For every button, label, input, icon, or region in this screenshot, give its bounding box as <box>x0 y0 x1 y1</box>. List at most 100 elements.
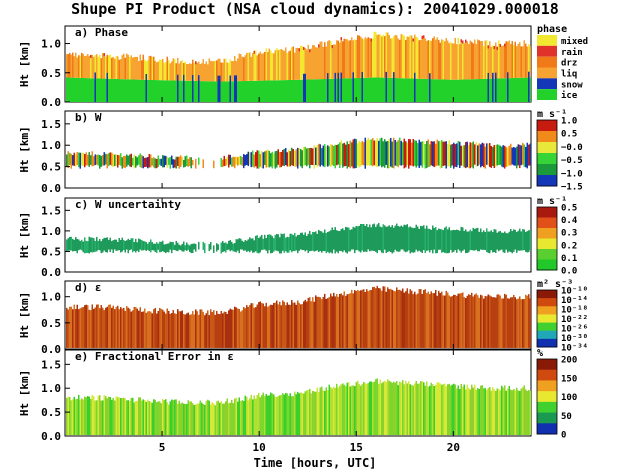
data-column <box>505 390 507 436</box>
liquid-column <box>498 40 500 79</box>
data-column <box>249 398 251 436</box>
ice-column <box>111 78 113 102</box>
ice-column <box>451 79 453 102</box>
data-column <box>225 401 227 436</box>
data-column <box>114 154 116 167</box>
data-column <box>336 230 338 252</box>
data-column <box>102 400 104 436</box>
data-column <box>384 225 386 250</box>
ice-column <box>312 79 314 102</box>
data-column <box>84 305 86 348</box>
data-column <box>265 302 267 348</box>
data-column <box>178 400 180 436</box>
data-column <box>192 159 194 166</box>
ice-column <box>273 80 275 102</box>
data-column <box>216 243 218 252</box>
snow-column <box>198 75 200 102</box>
ice-column <box>201 81 203 102</box>
x-tick-label: 15 <box>350 441 363 454</box>
data-column <box>144 400 146 436</box>
data-column <box>106 237 108 253</box>
data-column <box>78 239 80 251</box>
liquid-column <box>325 46 327 79</box>
data-column <box>514 147 516 166</box>
data-column <box>405 225 407 253</box>
data-column <box>435 143 437 167</box>
data-column <box>357 380 359 436</box>
data-column <box>429 228 431 253</box>
liquid-column <box>160 59 162 81</box>
data-column <box>456 229 458 253</box>
data-column <box>211 312 213 348</box>
data-column <box>289 393 291 436</box>
liquid-column <box>210 60 212 82</box>
data-column <box>459 230 461 251</box>
data-column <box>66 239 68 253</box>
liquid-column <box>75 52 77 78</box>
data-column <box>340 140 342 165</box>
data-column <box>133 241 135 252</box>
ice-column <box>168 80 170 102</box>
legend-swatch-liq <box>537 67 557 79</box>
data-column <box>409 139 411 166</box>
data-column <box>355 291 357 348</box>
ice-column <box>261 80 263 102</box>
data-column <box>468 145 470 169</box>
y-tick-label: 0.0 <box>41 96 61 109</box>
data-column <box>493 229 495 253</box>
data-column <box>352 139 354 169</box>
liquid-column <box>255 50 257 81</box>
data-column <box>264 306 266 348</box>
data-column <box>490 296 492 348</box>
data-column <box>183 403 185 436</box>
data-column <box>504 231 506 253</box>
liquid-column <box>96 54 98 79</box>
colorbar-segment <box>537 423 557 435</box>
ice-column <box>357 78 359 102</box>
ice-column <box>354 78 356 102</box>
data-column <box>319 231 321 252</box>
colorbar-segment <box>537 217 557 229</box>
liquid-column <box>261 53 263 81</box>
data-column <box>187 244 189 250</box>
liquid-column <box>289 50 291 80</box>
liquid-column <box>495 42 497 79</box>
ice-column <box>313 79 315 102</box>
ice-column <box>421 78 423 102</box>
ice-column <box>345 78 347 102</box>
data-column <box>402 226 404 250</box>
data-column <box>420 381 422 436</box>
legend-swatch-mixed <box>537 35 557 46</box>
data-column <box>349 293 351 348</box>
data-column <box>234 156 236 169</box>
data-column <box>145 401 147 436</box>
data-column <box>319 387 321 436</box>
data-column <box>135 156 137 168</box>
data-column <box>121 237 123 252</box>
data-column <box>94 241 96 252</box>
data-column <box>406 383 408 436</box>
liquid-column <box>195 61 197 81</box>
data-column <box>279 395 281 436</box>
data-column <box>393 227 395 253</box>
liquid-column <box>225 58 227 82</box>
ice-column <box>430 79 432 102</box>
ice-column <box>415 78 417 102</box>
data-column <box>387 141 389 169</box>
ice-column <box>396 78 398 102</box>
panel-label: c) W uncertainty <box>75 198 181 211</box>
data-column <box>447 144 449 167</box>
data-column <box>301 392 303 436</box>
data-column <box>114 400 116 436</box>
data-column <box>457 385 459 436</box>
ice-column <box>204 81 206 102</box>
data-column <box>289 151 291 167</box>
data-column <box>433 141 435 168</box>
data-column <box>111 241 113 250</box>
colorbar-tick-label: 10⁻²² <box>561 315 588 325</box>
ice-column <box>277 80 279 102</box>
data-column <box>132 310 134 348</box>
data-column <box>139 153 141 168</box>
liquid-column <box>276 48 278 81</box>
ice-column <box>325 78 327 102</box>
